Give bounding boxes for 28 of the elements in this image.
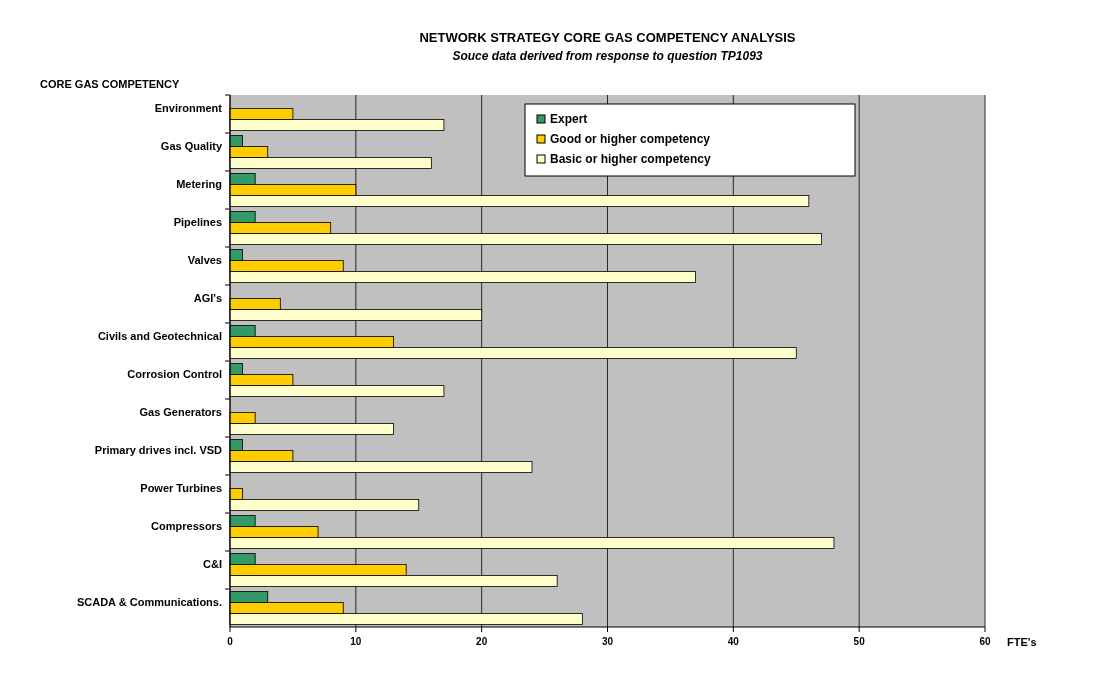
y-tick-label: Civils and Geotechnical <box>97 330 222 342</box>
y-tick-label: Metering <box>176 178 222 190</box>
y-tick-label: C&I <box>203 558 222 570</box>
y-tick-label: SCADA & Communications. <box>76 596 222 608</box>
y-tick-label: Environment <box>154 102 223 114</box>
y-tick-label: AGI's <box>193 292 222 304</box>
y-tick-label: Valves <box>187 254 222 266</box>
y-tick-label: Pipelines <box>173 216 222 228</box>
y-tick-label: Compressors <box>151 520 222 532</box>
chart-subtitle: Souce data derived from response to question TP1093 <box>452 49 763 63</box>
x-tick-label: 0 <box>227 636 234 647</box>
x-tick-label: 10 <box>350 636 362 647</box>
y-tick-label: Power Turbines <box>140 482 222 494</box>
x-tick-label: 40 <box>727 636 740 647</box>
chart-title: NETWORK STRATEGY CORE GAS COMPETENCY ANALYSIS <box>419 30 796 45</box>
x-axis-title: FTE's <box>1007 636 1037 648</box>
legend-label: Good or higher competency <box>550 132 711 146</box>
x-tick-label: 20 <box>476 636 488 647</box>
y-axis-title: CORE GAS COMPETENCY <box>40 78 181 90</box>
x-tick-label: 30 <box>601 636 614 647</box>
legend-label: Basic or higher competency <box>550 152 712 166</box>
legend-label: Expert <box>550 112 588 126</box>
y-tick-label: Primary drives incl. VSD <box>94 444 223 456</box>
x-tick-label: 50 <box>853 636 866 647</box>
y-tick-label: Corrosion Control <box>127 368 222 380</box>
y-tick-label: Gas Generators <box>139 406 222 418</box>
x-tick-label: 60 <box>979 636 991 647</box>
y-tick-label: Gas Quality <box>160 140 223 152</box>
